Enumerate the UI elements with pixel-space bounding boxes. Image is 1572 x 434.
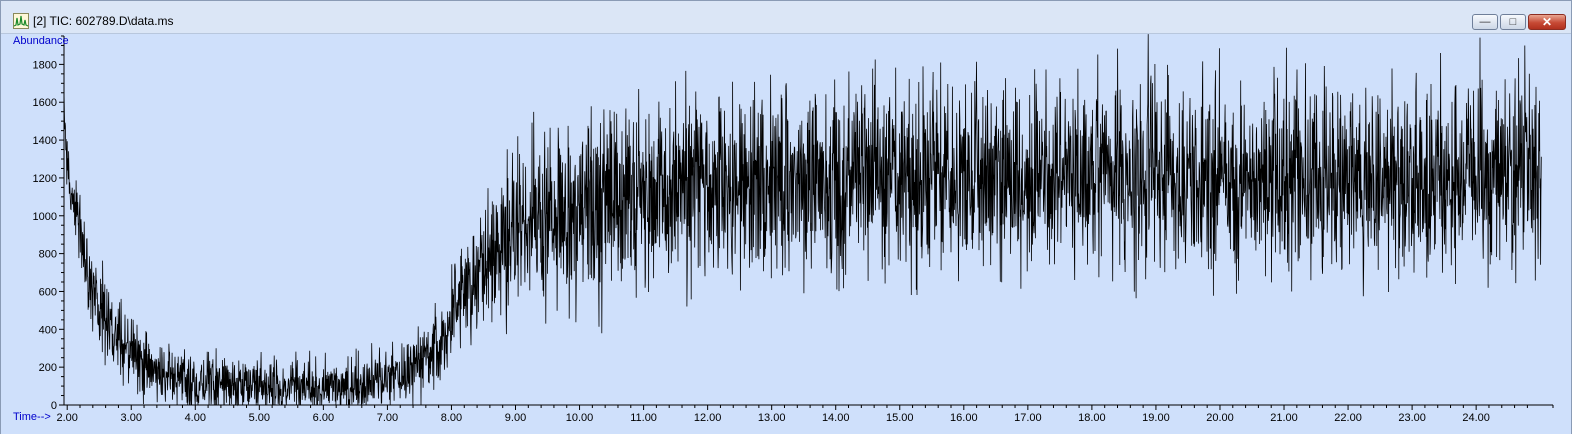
title-bar[interactable]: [2] TIC: 602789.D\data.ms — □ ✕ (1, 1, 1571, 34)
close-button[interactable]: ✕ (1528, 14, 1566, 30)
y-tick-label: 0 (51, 400, 57, 412)
window-title: [2] TIC: 602789.D\data.ms (33, 14, 174, 28)
axes: 0 200 400 600 800 1000 1200 1400 1600 1800 2.00 3.0… (33, 35, 1554, 424)
tic-trace (63, 34, 1542, 407)
x-tick-label: 13.00 (758, 412, 786, 424)
x-tick-label: 6.00 (313, 412, 334, 424)
y-tick-label: 1600 (33, 97, 57, 109)
y-tick-label: 1400 (33, 135, 57, 147)
y-axis-label: Abundance (13, 35, 69, 47)
x-tick-label: 24.00 (1462, 412, 1490, 424)
x-tick-label: 9.00 (505, 412, 526, 424)
x-tick-label: 23.00 (1398, 412, 1426, 424)
x-tick-label: 8.00 (441, 412, 462, 424)
x-tick-label: 7.00 (377, 412, 398, 424)
x-tick-label: 3.00 (121, 412, 142, 424)
tic-trace-line (63, 34, 1542, 407)
chromatogram-app-icon (13, 13, 29, 29)
y-tick-label: 200 (39, 362, 57, 374)
x-tick-label: 16.00 (950, 412, 978, 424)
minimize-button[interactable]: — (1472, 14, 1498, 30)
y-tick-label: 1800 (33, 59, 57, 71)
close-icon: ✕ (1541, 15, 1553, 29)
chromatogram-plot[interactable]: 0 200 400 600 800 1000 1200 1400 1600 1800 2.00 3.0… (1, 34, 1571, 434)
x-tick-label: 19.00 (1142, 412, 1170, 424)
restore-icon: □ (1509, 16, 1517, 28)
y-tick-label: 1000 (33, 211, 57, 223)
x-tick-label: 12.00 (694, 412, 722, 424)
x-tick-label: 5.00 (249, 412, 270, 424)
x-axis-label: Time--> (13, 411, 51, 423)
y-tick-label: 800 (39, 249, 57, 261)
x-tick-label: 2.00 (56, 412, 77, 424)
x-tick-label: 17.00 (1014, 412, 1042, 424)
restore-button[interactable]: □ (1500, 14, 1526, 30)
x-tick-label: 10.00 (566, 412, 594, 424)
x-tick-label: 21.00 (1270, 412, 1298, 424)
x-tick-label: 4.00 (185, 412, 206, 424)
y-tick-label: 600 (39, 286, 57, 298)
x-tick-label: 11.00 (630, 412, 657, 424)
x-tick-label: 22.00 (1334, 412, 1362, 424)
x-tick-label: 18.00 (1078, 412, 1106, 424)
x-tick-label: 15.00 (886, 412, 914, 424)
x-tick-label: 20.00 (1206, 412, 1234, 424)
y-tick-label: 1200 (33, 173, 57, 185)
y-tick-label: 400 (39, 324, 57, 336)
x-tick-label: 14.00 (822, 412, 850, 424)
minimize-icon: — (1479, 16, 1491, 28)
